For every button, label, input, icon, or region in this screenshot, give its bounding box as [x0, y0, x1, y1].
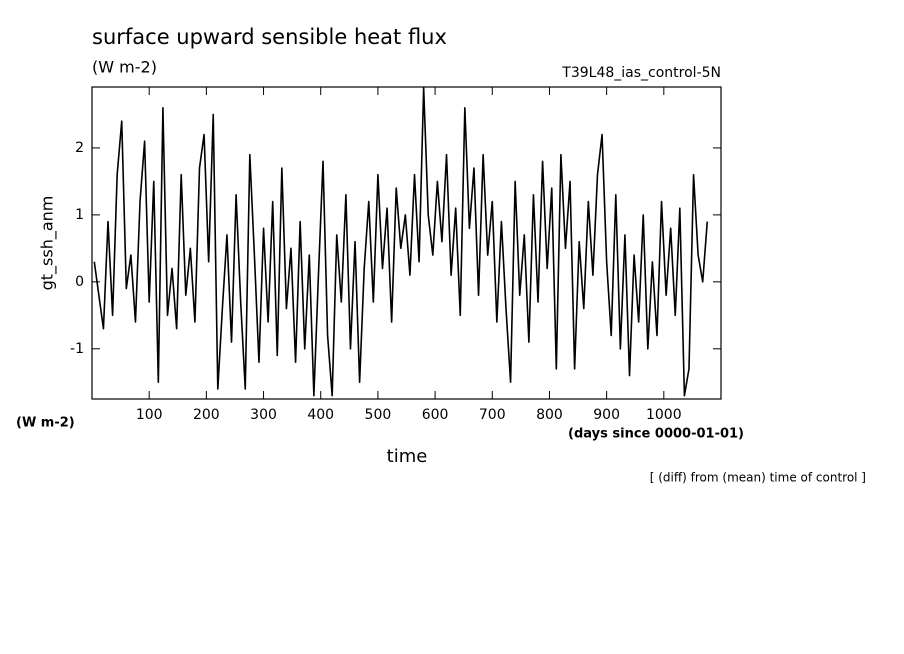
x-axis-label: time: [387, 446, 428, 467]
x-tick-label: 1000: [646, 407, 682, 423]
x-tick-label: 800: [536, 407, 563, 423]
x-tick-label: 500: [365, 407, 392, 423]
y-axis-label: gt_ssh_anm: [38, 196, 58, 291]
annotation: T39L48_ias_control-5N: [561, 65, 721, 81]
y-unit: (W m-2): [16, 416, 75, 431]
note: [ (diff) from (mean) time of control ]: [650, 471, 866, 485]
x-unit: (days since 0000-01-01): [568, 427, 744, 442]
x-tick-label: 200: [193, 407, 220, 423]
x-tick-label: 900: [593, 407, 620, 423]
subtitle: (W m-2): [92, 58, 157, 77]
x-tick-label: 600: [422, 407, 449, 423]
y-tick-label: 2: [75, 140, 84, 156]
x-tick-label: 100: [136, 407, 163, 423]
plot-frame: [91, 86, 722, 400]
data-line: [93, 86, 709, 397]
x-tick-label: 300: [250, 407, 277, 423]
x-tick-label: 700: [479, 407, 506, 423]
y-tick-label: -1: [70, 341, 84, 357]
chart-title: surface upward sensible heat flux: [92, 25, 447, 49]
y-tick-label: 0: [75, 274, 84, 290]
y-tick-label: 1: [75, 207, 84, 223]
x-tick-label: 400: [307, 407, 334, 423]
